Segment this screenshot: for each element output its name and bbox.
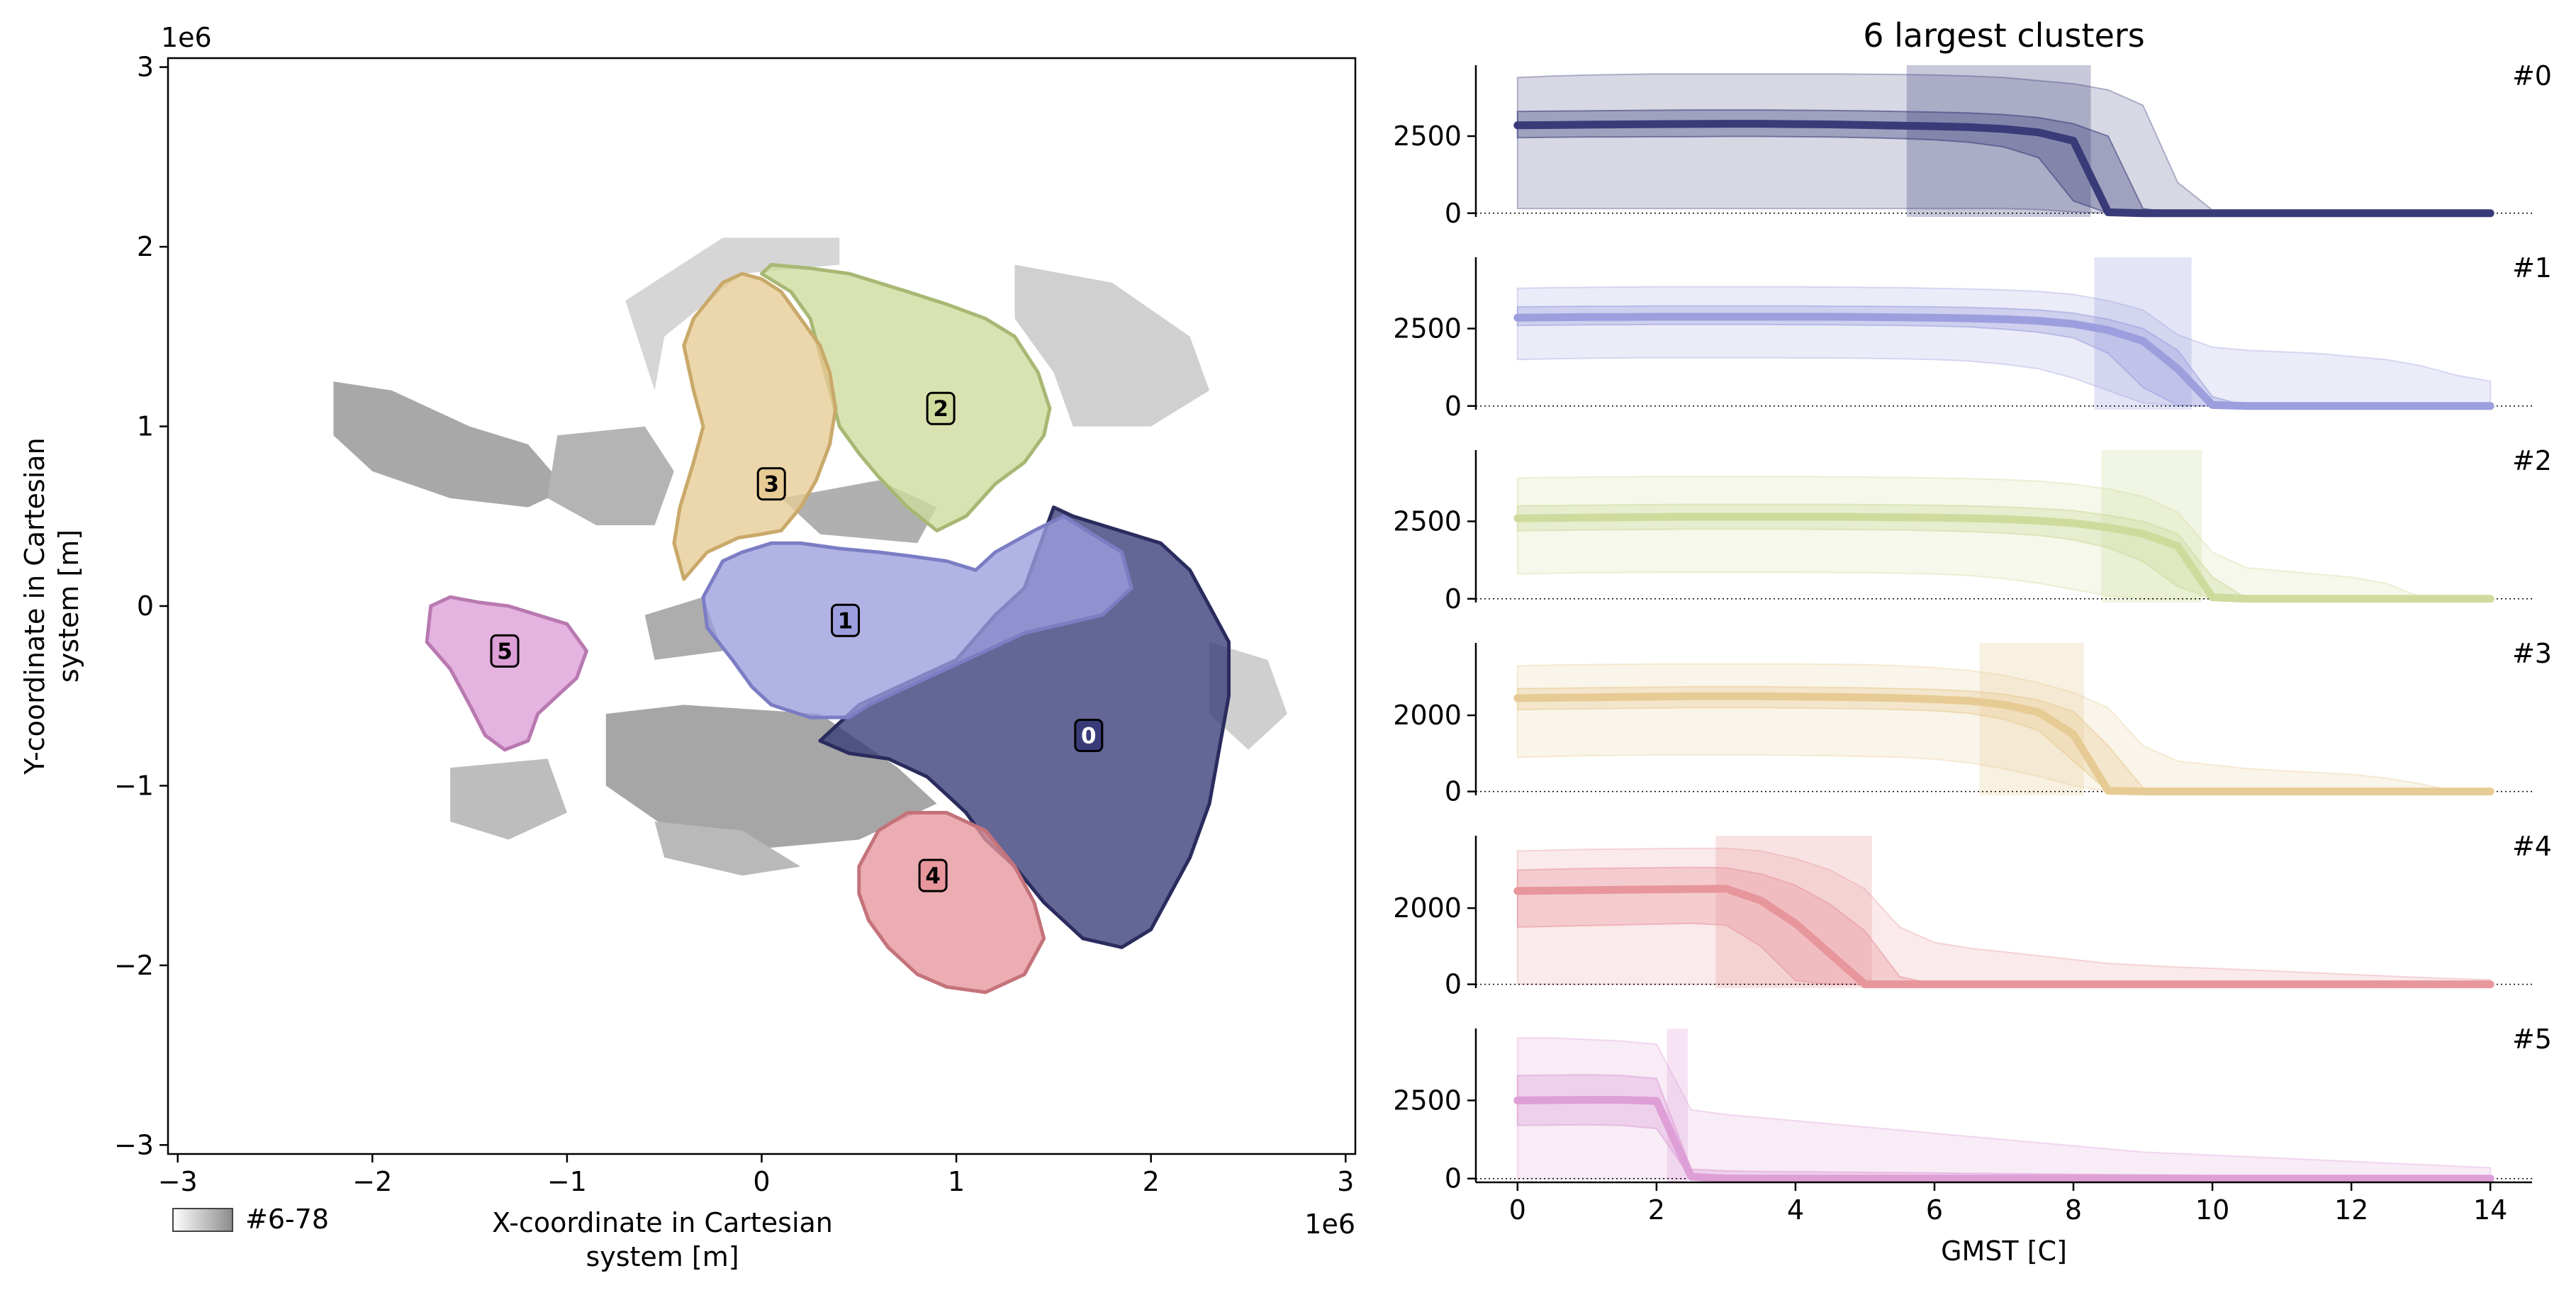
range-band	[1516, 476, 2491, 600]
cluster-label-box-0	[1074, 718, 1104, 752]
cluster-label-1: 1	[838, 608, 853, 634]
y-tick-label: 0	[137, 590, 154, 622]
panel-tag: #2	[2512, 445, 2552, 476]
y-tick-label: 3	[137, 52, 154, 83]
y-tick-label: 0	[1445, 969, 1462, 1000]
y-axis-title-line2: system [m]	[53, 529, 84, 683]
median-line	[1513, 313, 2494, 410]
y-tick-label: 2000	[1393, 892, 1462, 924]
median-line	[1513, 512, 2494, 603]
x-tick-label: 10	[2195, 1194, 2229, 1226]
x-tick-label: 2	[1648, 1194, 1665, 1226]
y-axis-title: Y-coordinate in Cartesian	[19, 437, 50, 775]
panel-2: 0 2500 #2	[1393, 445, 2552, 615]
cluster-label-box-3	[756, 467, 786, 501]
legend-label: #6-78	[245, 1204, 329, 1235]
cluster-label-box-1	[831, 603, 861, 637]
cluster-label-5: 5	[497, 639, 513, 664]
panel-5: 0 2500 #5 0 2 4 6 8 10 12 14 GMST [C]	[1393, 1024, 2552, 1267]
cluster-label-box-4	[918, 858, 948, 892]
y-tick-label: 2	[137, 231, 154, 262]
x-tick-label: 6	[1926, 1194, 1943, 1226]
cluster-label-box-5	[490, 634, 520, 668]
x-tick-label: 2	[1143, 1166, 1160, 1197]
median-line	[1513, 120, 2494, 218]
x-tick-label: −2	[352, 1166, 392, 1197]
median-line	[1513, 692, 2494, 796]
cluster-region-3	[672, 271, 838, 581]
cluster-label-0: 0	[1081, 723, 1097, 749]
panel-tag: #5	[2512, 1024, 2552, 1055]
y-tick-label: 2500	[1393, 1085, 1462, 1116]
cluster-lines-panel: 6 largest clusters02500#002500#102500#20…	[1393, 16, 2552, 1267]
cluster-label-box-2	[926, 391, 956, 425]
x-axis-title: GMST [C]	[1941, 1235, 2067, 1267]
range-band	[1516, 286, 2492, 407]
y-tick-label: 2500	[1393, 313, 1462, 344]
x-tick-label: 3	[1337, 1166, 1354, 1197]
y-tick-label: 1	[137, 411, 154, 442]
x-tick-label: 4	[1787, 1194, 1804, 1226]
x-tick-label: 8	[2065, 1194, 2082, 1226]
transition-shade	[1979, 643, 2084, 795]
legend-swatch	[172, 1208, 233, 1232]
y-tick-label: 0	[1445, 391, 1462, 422]
cluster-label-3: 3	[763, 472, 779, 498]
panel-tag: #4	[2512, 831, 2552, 862]
x-tick-label: 12	[2334, 1194, 2368, 1226]
x-tick-label: 14	[2473, 1194, 2507, 1226]
panel-1: 0 2500 #1	[1393, 252, 2552, 422]
y-tick-label: 2000	[1393, 700, 1462, 731]
cluster-label-2: 2	[933, 396, 948, 422]
x-offset-label: 1e6	[1304, 1209, 1355, 1240]
cluster-region-4	[857, 811, 1046, 994]
panel-tag: #3	[2512, 638, 2552, 669]
y-tick-label: 2500	[1393, 121, 1462, 152]
panel-4: 0 2000 #4	[1393, 831, 2552, 1000]
cluster-region-1	[701, 514, 1133, 719]
background-region	[333, 381, 567, 508]
background-region	[654, 822, 801, 876]
y-tick-label: 0	[1445, 776, 1462, 807]
y-tick-label: 0	[1445, 198, 1462, 229]
panel-tag: #1	[2512, 252, 2552, 284]
y-offset-label: 1e6	[161, 22, 212, 53]
y-tick-label: 0	[1445, 1163, 1462, 1194]
y-tick-label: −2	[114, 950, 154, 981]
panel-0: 0 2500 #0	[1393, 60, 2552, 229]
y-tick-label: 0	[1445, 583, 1462, 615]
background-region	[644, 597, 723, 660]
cluster-label-4: 4	[925, 863, 941, 889]
cluster-region-5	[425, 595, 588, 752]
x-tick-label: −3	[158, 1166, 198, 1197]
x-tick-label: 0	[753, 1166, 770, 1197]
median-line	[1513, 885, 2494, 989]
x-tick-label: −1	[547, 1166, 587, 1197]
y-tick-label: 2500	[1393, 506, 1462, 537]
x-tick-label: 0	[1509, 1194, 1526, 1226]
x-axis-title-line2: system [m]	[586, 1241, 739, 1272]
background-region	[1014, 264, 1210, 427]
y-tick-label: −3	[114, 1129, 154, 1160]
lines-title: 6 largest clusters	[1863, 16, 2145, 55]
y-tick-label: −1	[114, 770, 154, 801]
panel-3: 0 2000 #3	[1393, 638, 2552, 807]
x-tick-label: 1	[948, 1166, 965, 1197]
background-region	[450, 758, 567, 840]
background-region	[547, 426, 674, 525]
panel-tag: #0	[2512, 60, 2552, 91]
background-region	[625, 237, 840, 391]
x-axis-title: X-coordinate in Cartesian	[492, 1207, 833, 1238]
median-line	[1513, 1096, 2494, 1183]
